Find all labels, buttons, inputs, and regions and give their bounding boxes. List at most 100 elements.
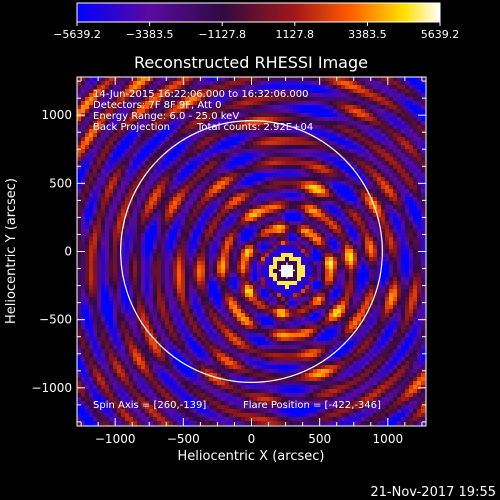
heat-cell (121, 241, 125, 245)
heat-cell (193, 249, 197, 253)
heat-cell (393, 229, 397, 233)
heat-cell (337, 277, 341, 281)
heat-cell (377, 209, 381, 213)
heat-cell (305, 141, 309, 145)
heat-cell (181, 261, 185, 265)
heat-cell (369, 273, 373, 277)
heat-cell (405, 217, 409, 221)
heat-cell (113, 121, 117, 125)
heat-cell (105, 81, 109, 85)
heat-cell (213, 181, 217, 185)
heat-cell (93, 93, 97, 97)
heat-cell (177, 193, 181, 197)
heat-cell (85, 101, 89, 105)
heat-cell (181, 137, 185, 141)
heat-cell (249, 113, 253, 117)
heat-cell (321, 205, 325, 209)
heat-cell (297, 217, 301, 221)
heat-cell (233, 209, 237, 213)
heat-cell (309, 297, 313, 301)
heat-cell (309, 121, 313, 125)
heat-cell (201, 101, 205, 105)
heat-cell (381, 157, 385, 161)
heat-cell (317, 177, 321, 181)
heat-cell (389, 89, 393, 93)
heat-cell (197, 145, 201, 149)
heat-cell (145, 129, 149, 133)
heat-cell (209, 117, 213, 121)
heat-cell (89, 189, 93, 193)
heat-cell (313, 265, 317, 269)
heat-cell (353, 117, 357, 121)
heat-cell (289, 173, 293, 177)
heat-cell (357, 81, 361, 85)
heat-cell (181, 257, 185, 261)
heat-cell (141, 113, 145, 117)
heat-cell (209, 77, 213, 81)
heat-cell (205, 285, 209, 289)
heat-cell (213, 93, 217, 97)
heat-cell (245, 205, 249, 209)
heat-cell (185, 109, 189, 113)
heat-cell (125, 297, 129, 301)
heat-cell (109, 201, 113, 205)
heat-cell (381, 165, 385, 169)
heat-cell (133, 217, 137, 221)
heat-cell (129, 189, 133, 193)
heat-cell (417, 105, 421, 109)
heat-cell (345, 129, 349, 133)
heat-cell (289, 205, 293, 209)
heat-cell (189, 265, 193, 269)
heat-cell (197, 217, 201, 221)
heat-cell (421, 169, 425, 173)
heat-cell (181, 177, 185, 181)
heat-cell (245, 109, 249, 113)
heat-cell (201, 197, 205, 201)
heat-cell (421, 277, 425, 281)
heat-cell (397, 217, 401, 221)
heat-cell (201, 297, 205, 301)
heat-cell (237, 157, 241, 161)
heat-cell (165, 269, 169, 273)
heat-cell (109, 221, 113, 225)
heat-cell (149, 221, 153, 225)
heat-cell (277, 265, 281, 269)
heat-cell (261, 153, 265, 157)
heat-cell (181, 117, 185, 121)
heat-cell (157, 185, 161, 189)
heat-cell (285, 169, 289, 173)
heat-cell (125, 181, 129, 185)
heat-cell (81, 257, 85, 261)
heat-cell (105, 145, 109, 149)
heat-cell (273, 181, 277, 185)
heat-cell (421, 245, 425, 249)
heat-cell (161, 221, 165, 225)
heat-cell (213, 89, 217, 93)
heat-cell (381, 153, 385, 157)
heat-cell (325, 157, 329, 161)
heat-cell (81, 285, 85, 289)
heat-cell (345, 201, 349, 205)
heat-cell (305, 197, 309, 201)
heat-cell (397, 149, 401, 153)
heat-cell (337, 181, 341, 185)
heat-cell (101, 149, 105, 153)
heat-cell (189, 101, 193, 105)
heat-cell (293, 201, 297, 205)
heat-cell (345, 265, 349, 269)
heat-cell (77, 173, 81, 177)
heat-cell (321, 105, 325, 109)
heat-cell (81, 145, 85, 149)
heat-cell (337, 197, 341, 201)
heat-cell (357, 125, 361, 129)
heat-cell (249, 101, 253, 105)
heat-cell (385, 245, 389, 249)
heat-cell (105, 249, 109, 253)
heat-cell (289, 149, 293, 153)
heat-cell (225, 153, 229, 157)
heat-cell (337, 289, 341, 293)
heat-cell (241, 185, 245, 189)
heat-cell (101, 93, 105, 97)
heat-cell (205, 161, 209, 165)
heat-cell (309, 109, 313, 113)
